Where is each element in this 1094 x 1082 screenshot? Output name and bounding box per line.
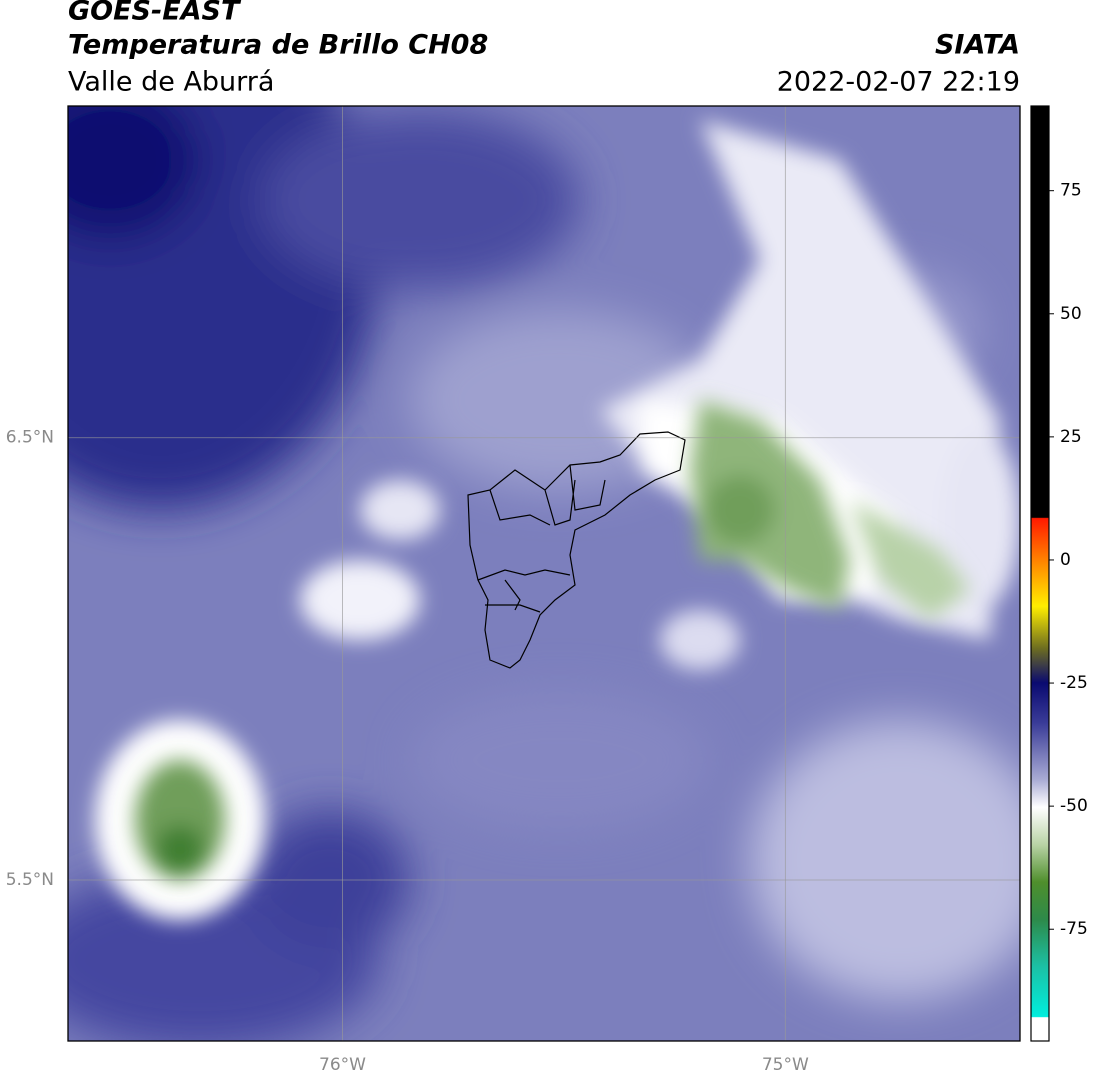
- colorbar-tick-label: -50: [1060, 796, 1088, 816]
- lon-label: 76°W: [319, 1055, 366, 1075]
- colorbar: [1030, 105, 1050, 1042]
- subtitle: Temperatura de Brillo CH08: [68, 30, 488, 61]
- datetime: 2022-02-07 22:19: [777, 67, 1020, 98]
- colorbar-tick-label: -75: [1060, 919, 1088, 939]
- map-frame: [67, 105, 1021, 1042]
- colorbar-tick-label: 0: [1060, 550, 1071, 570]
- lat-label: 6.5°N: [6, 428, 54, 448]
- region: Valle de Aburrá: [68, 67, 274, 98]
- colorbar-tick-label: 50: [1060, 304, 1082, 324]
- title: GOES-EAST: [68, 0, 242, 27]
- colorbar-tick-label: 25: [1060, 427, 1082, 447]
- imagery: [68, 106, 1020, 1041]
- lat-label: 5.5°N: [6, 870, 54, 890]
- colorbar-tick-label: 75: [1060, 181, 1082, 201]
- agency: SIATA: [935, 30, 1020, 61]
- lon-label: 75°W: [762, 1055, 809, 1075]
- municipal-boundaries: [467, 431, 686, 669]
- colorbar-tick-label: -25: [1060, 673, 1088, 693]
